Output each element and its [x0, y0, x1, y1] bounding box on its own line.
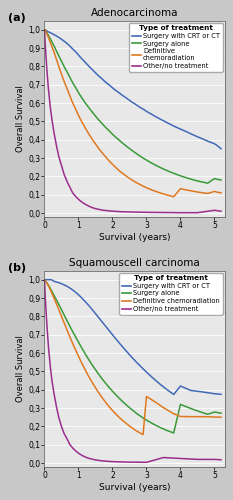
Y-axis label: Overall Survival: Overall Survival: [16, 85, 25, 152]
Legend: Surgery with CRT or CT, Surgery alone, Definitive chemoradiation, Other/no treat: Surgery with CRT or CT, Surgery alone, D…: [119, 272, 223, 314]
Title: Adenocarcinoma: Adenocarcinoma: [91, 8, 178, 18]
X-axis label: Survival (years): Survival (years): [99, 232, 170, 241]
Text: (a): (a): [8, 12, 26, 22]
Legend: Surgery with CRT or CT, Surgery alone, Definitive
chemoradiation, Other/no treat: Surgery with CRT or CT, Surgery alone, D…: [129, 22, 223, 72]
Y-axis label: Overall Survival: Overall Survival: [16, 335, 25, 402]
Text: (b): (b): [8, 262, 27, 272]
X-axis label: Survival (years): Survival (years): [99, 482, 170, 492]
Title: Squamouscell carcinoma: Squamouscell carcinoma: [69, 258, 200, 268]
